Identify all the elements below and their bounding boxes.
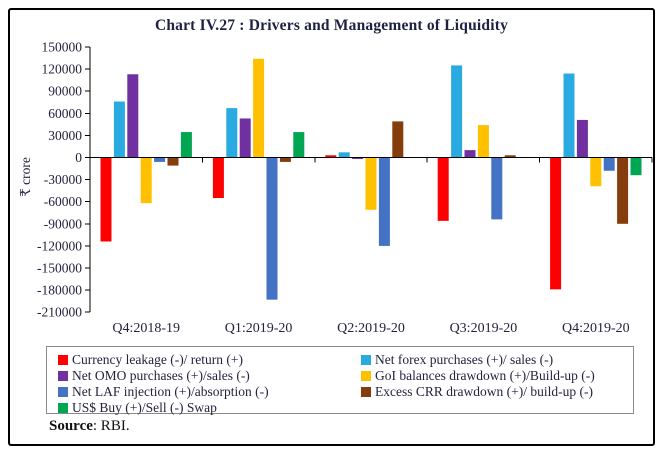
legend-label: US$ Buy (+)/Sell (-) Swap: [72, 400, 217, 415]
source-note: Source: RBI.: [49, 418, 130, 435]
legend-swatch-icon: [58, 387, 68, 397]
y-tick-label: -120000: [37, 238, 82, 253]
legend-swatch-icon: [361, 371, 371, 381]
legend-swatch-icon: [361, 387, 371, 397]
y-tick-label: -150000: [37, 261, 82, 276]
x-category-label: Q1:2019-20: [225, 321, 293, 336]
y-tick-label: -180000: [37, 283, 82, 298]
bar-series3-cat4: [590, 157, 602, 187]
bar-series5-cat2: [392, 121, 404, 158]
bar-series6-cat4: [630, 157, 642, 176]
legend-label: Net OMO purchases (+)/sales (-): [72, 368, 250, 383]
y-axis-title: ₹ crore: [18, 157, 33, 197]
chart-frame: Chart IV.27 : Drivers and Management of …: [8, 8, 655, 446]
legend-swatch-icon: [58, 371, 68, 381]
legend-swatch-icon: [58, 403, 68, 413]
legend-swatch-icon: [58, 355, 68, 365]
bar-series1-cat4: [563, 73, 575, 158]
bar-series1-cat3: [451, 65, 463, 158]
legend-swatch-icon: [361, 355, 371, 365]
source-value: : RBI.: [92, 418, 130, 434]
bar-series2-cat4: [576, 119, 588, 158]
bar-series4-cat1: [266, 157, 278, 300]
y-tick-label: 120000: [42, 62, 83, 77]
bar-series6-cat0: [180, 132, 192, 158]
bar-series1-cat2: [338, 152, 350, 158]
bar-series0-cat3: [437, 157, 449, 221]
bar-series6-cat1: [293, 132, 305, 158]
bar-series3-cat3: [477, 125, 489, 158]
legend-label: Currency leakage (-)/ return (+): [72, 352, 244, 367]
legend-item: Currency leakage (-)/ return (+): [58, 351, 244, 367]
x-category-label: Q4:2019-20: [562, 321, 630, 336]
legend-item: GoI balances drawdown (+)/Build-up (-): [361, 367, 595, 383]
x-category-label: Q4:2018-19: [112, 321, 180, 336]
legend-label: Net LAF injection (+)/absorption (-): [72, 384, 269, 399]
bar-series5-cat0: [167, 157, 179, 166]
y-tick-label: 60000: [48, 106, 82, 121]
bar-series0-cat4: [550, 157, 562, 290]
y-tick-label: 30000: [48, 128, 82, 143]
legend-label: GoI balances drawdown (+)/Build-up (-): [375, 368, 595, 383]
bar-series3-cat2: [365, 157, 377, 210]
bar-series2-cat3: [464, 150, 476, 158]
y-tick-label: 150000: [42, 40, 83, 55]
bar-series0-cat0: [100, 157, 112, 242]
legend-item: Excess CRR drawdown (+)/ build-up (-): [361, 383, 593, 399]
legend-label: Excess CRR drawdown (+)/ build-up (-): [375, 384, 593, 399]
legend-item: Net OMO purchases (+)/sales (-): [58, 367, 250, 383]
y-tick-label: -90000: [44, 216, 82, 231]
y-tick-label: -210000: [37, 305, 82, 320]
y-tick-label: 90000: [48, 84, 82, 99]
y-tick-label: -60000: [44, 194, 82, 209]
bar-series2-cat0: [127, 74, 139, 158]
bar-series4-cat3: [491, 157, 503, 220]
bar-chart: 150000 120000 90000 60000 30000 0 -30000 -60000…: [18, 40, 653, 336]
chart-title: Chart IV.27 : Drivers and Management of …: [154, 17, 509, 34]
x-category-label: Q2:2019-20: [337, 321, 405, 336]
legend-item: Net forex purchases (+)/ sales (-): [361, 351, 554, 367]
y-tick-label: 0: [75, 150, 82, 165]
bar-series2-cat2: [352, 157, 364, 159]
legend-label: Net forex purchases (+)/ sales (-): [375, 352, 554, 367]
bar-series3-cat1: [253, 58, 265, 158]
x-category-label: Q3:2019-20: [450, 321, 518, 336]
chart-legend: Currency leakage (-)/ return (+) Net fore…: [46, 346, 634, 415]
bar-series5-cat3: [504, 155, 516, 158]
legend-item: US$ Buy (+)/Sell (-) Swap: [58, 399, 217, 415]
source-label: Source: [49, 418, 93, 434]
bar-series1-cat0: [113, 101, 125, 158]
bar-series4-cat4: [603, 157, 615, 171]
bar-series4-cat2: [378, 157, 390, 246]
bar-series0-cat2: [325, 155, 337, 158]
y-tick-label: -30000: [44, 172, 82, 187]
legend-item: Net LAF injection (+)/absorption (-): [58, 383, 269, 399]
bar-series3-cat0: [140, 157, 152, 204]
bar-series4-cat0: [154, 157, 166, 162]
bar-series5-cat4: [617, 157, 629, 224]
bar-series1-cat1: [226, 108, 238, 158]
bar-series5-cat1: [279, 157, 291, 162]
bar-series2-cat1: [239, 118, 251, 158]
bar-series0-cat1: [212, 157, 224, 199]
